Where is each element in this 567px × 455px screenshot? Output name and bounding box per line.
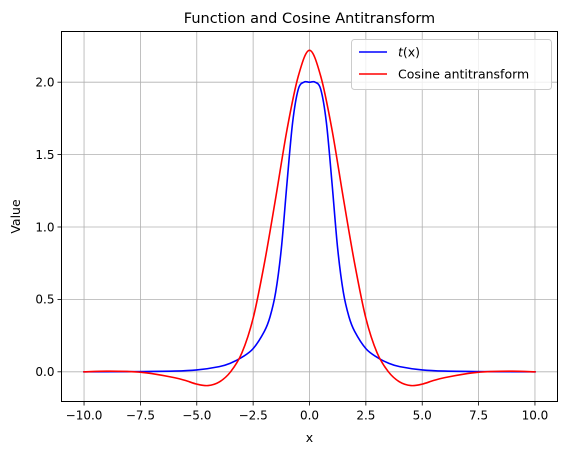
series-lines <box>83 49 536 387</box>
legend: t(x) Cosine antitransform <box>351 39 552 90</box>
x-tick-label: 5.0 <box>413 409 432 423</box>
series-line-t <box>83 80 536 373</box>
y-tick-label: 2.0 <box>35 75 54 89</box>
x-tick-label: 10.0 <box>522 409 549 423</box>
x-tick-label: 0.0 <box>300 409 319 423</box>
legend-label-t: t(x) <box>398 45 420 60</box>
x-tick-label: 2.5 <box>356 409 375 423</box>
axis-ticks: −10.0 −7.5 −5.0 −2.5 0.0 2.5 5.0 7.5 10.0 0.0 0.5 1… <box>35 75 548 422</box>
y-tick-label: 0.5 <box>35 293 54 307</box>
y-tick-label: 1.5 <box>35 148 54 162</box>
x-tick-label: 7.5 <box>469 409 488 423</box>
legend-box <box>351 39 552 90</box>
y-tick-label: 1.0 <box>35 220 54 234</box>
series-line-cosine-antitransform <box>83 49 536 387</box>
x-tick-label: −5.0 <box>182 409 211 423</box>
grid <box>61 31 558 402</box>
legend-label-t-argument: (x) <box>403 45 420 60</box>
chart-title: Function and Cosine Antitransform <box>184 11 435 27</box>
legend-label-t-symbol: t <box>398 45 404 60</box>
x-tick-label: −7.5 <box>126 409 155 423</box>
legend-label-cosine: Cosine antitransform <box>398 67 529 82</box>
x-axis-label: x <box>306 430 313 445</box>
x-tick-label: −10.0 <box>66 409 103 423</box>
x-tick-label: −2.5 <box>239 409 268 423</box>
y-tick-label: 0.0 <box>35 365 54 379</box>
y-axis-label: Value <box>8 199 23 234</box>
